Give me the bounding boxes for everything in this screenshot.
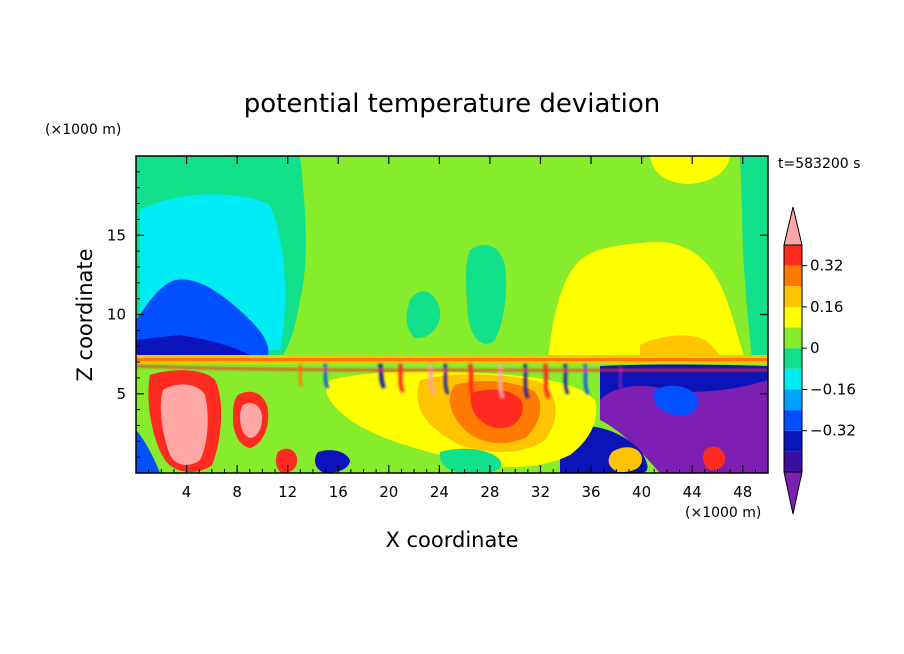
field-streak-2 (398, 363, 405, 393)
y-axis-title: Z coordinate (73, 248, 97, 381)
field-region-darkblue-upper (136, 335, 250, 358)
x-tick-label: 20 (379, 483, 398, 501)
colorbar-frame (783, 244, 803, 473)
x-tick-label: 12 (278, 483, 297, 501)
field-region-pink-left (160, 384, 208, 465)
x-tick-label: 32 (531, 483, 550, 501)
field-region-crimson-center (470, 389, 523, 429)
colorbar-band (784, 265, 802, 287)
colorbar-band (784, 410, 802, 431)
field-region-teal-bottom-center (439, 448, 502, 473)
x-tick-label: 28 (480, 483, 499, 501)
x-tick-label: 36 (581, 483, 600, 501)
colorbar-band (784, 327, 802, 349)
field-inversion-line (136, 358, 768, 361)
y-tick-label: 10 (107, 306, 126, 324)
x-tick-label: 24 (430, 483, 449, 501)
field-streak-3 (428, 363, 436, 396)
field-streak-10 (583, 363, 590, 395)
y-tick-label: 5 (116, 385, 126, 403)
y-tick-label: 15 (107, 226, 126, 244)
colorbar-band (784, 348, 802, 369)
x-axis: 4 8 12 16 20 24 28 32 36 40 44 48 (148, 156, 756, 501)
x-tick-label: 16 (329, 483, 348, 501)
colorbar-bottom-arrow (783, 471, 803, 515)
colorbar-band (784, 389, 802, 411)
colorbar-band (784, 430, 802, 452)
chart-title: potential temperature deviation (244, 89, 660, 119)
colorbar-band (784, 306, 802, 328)
field-streak-5 (468, 363, 476, 400)
field-streak-9 (563, 363, 570, 395)
x-axis-title: X coordinate (385, 528, 518, 552)
contour-field (136, 156, 768, 473)
field-region-orange-right (640, 335, 722, 360)
field-streak-13 (618, 365, 624, 391)
field-region-blue-bottom-left (136, 430, 160, 473)
x-tick-label: 48 (733, 483, 752, 501)
colorbar-band (784, 245, 802, 266)
field-region-orange-bottom-right (608, 447, 643, 473)
colorbar-tick-label: 0.16 (810, 298, 843, 316)
field-streak-12 (298, 363, 304, 387)
field-region-blue-patch-right (653, 385, 699, 416)
field-streak-1 (378, 363, 386, 389)
field-region-purple-right (600, 367, 768, 473)
field-region-red-bottom-mid (275, 448, 298, 473)
field-region-darkblue-bottom-mid (314, 450, 350, 473)
colorbar: 0.32 0.16 0 −0.16 −0.32 (783, 206, 856, 515)
field-streak-8 (543, 363, 551, 400)
x-unit-label: (×1000 m) (685, 505, 761, 521)
colorbar-tick-label: −0.32 (810, 422, 856, 440)
x-tick-label: 44 (683, 483, 702, 501)
colorbar-band (784, 451, 802, 472)
field-streak-11 (323, 363, 330, 389)
field-streak-4 (443, 363, 450, 395)
y-unit-label: (×1000 m) (45, 122, 121, 138)
colorbar-top-arrow (783, 206, 803, 246)
colorbar-band (784, 368, 802, 390)
x-tick-label: 4 (182, 483, 192, 501)
colorbar-tick-label: 0 (810, 339, 820, 357)
field-streak-6 (498, 363, 505, 399)
field-region-yellow-right (548, 241, 745, 360)
field-streaks (136, 363, 768, 400)
field-region-red-bottom-right (702, 446, 726, 471)
x-tick-label: 40 (632, 483, 651, 501)
colorbar-tick-label: 0.32 (810, 257, 843, 275)
colorbar-band (784, 286, 802, 307)
field-streak-14 (136, 365, 768, 372)
field-region-teal-patch-center (466, 245, 507, 344)
time-label: t=583200 s (778, 156, 860, 172)
colorbar-tick-label: −0.16 (810, 380, 856, 398)
field-region-teal-right (740, 156, 768, 358)
field-region-yellow-topright (650, 156, 730, 184)
field-region-darkblue-right (600, 364, 768, 400)
field-streak-7 (523, 363, 530, 399)
field-region-teal-patch-mid (406, 291, 441, 339)
x-tick-label: 8 (232, 483, 242, 501)
y-axis: 5 10 15 (107, 171, 768, 458)
field-region-pink-patch-left (240, 403, 263, 438)
